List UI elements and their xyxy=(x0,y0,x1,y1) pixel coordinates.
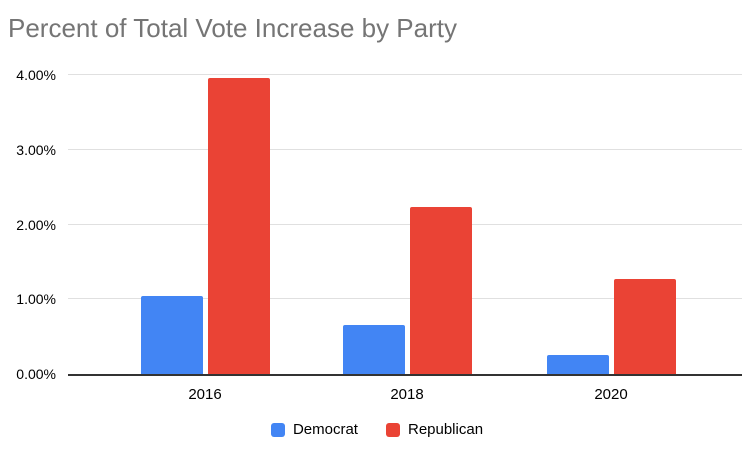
legend-label: Democrat xyxy=(292,421,358,438)
bar-democrat-2020 xyxy=(547,355,609,374)
gridline xyxy=(68,223,742,225)
bar-democrat-2018 xyxy=(343,324,405,374)
legend-swatch-icon xyxy=(385,422,400,437)
plot-area xyxy=(68,74,742,376)
y-axis-labels: 0.00% 1.00% 2.00% 3.00% 4.00% xyxy=(0,67,60,382)
chart-title: Percent of Total Vote Increase by Party xyxy=(8,13,457,43)
legend: Democrat Republican xyxy=(0,421,754,438)
bar-republican-2020 xyxy=(614,279,676,374)
x-axis-tick-label: 2016 xyxy=(188,386,222,403)
gridline xyxy=(68,298,742,300)
gridline xyxy=(68,148,742,150)
y-axis-tick-label: 0.00% xyxy=(16,366,56,382)
legend-item-democrat: Democrat xyxy=(270,421,358,438)
gridline xyxy=(68,74,742,75)
bar-democrat-2016 xyxy=(141,295,203,374)
x-axis-labels: 2016 2018 2020 xyxy=(68,386,742,406)
y-axis-tick-label: 4.00% xyxy=(16,67,56,83)
legend-swatch-icon xyxy=(270,422,285,437)
legend-label: Republican xyxy=(407,421,484,438)
y-axis-tick-label: 2.00% xyxy=(16,216,56,233)
y-axis-tick-label: 3.00% xyxy=(16,141,56,158)
x-axis-tick-label: 2020 xyxy=(594,386,628,403)
bar-republican-2016 xyxy=(208,78,270,374)
y-axis-tick-label: 1.00% xyxy=(16,291,56,308)
bar-republican-2018 xyxy=(410,206,472,374)
x-axis-tick-label: 2018 xyxy=(390,386,424,403)
legend-item-republican: Republican xyxy=(385,421,484,438)
